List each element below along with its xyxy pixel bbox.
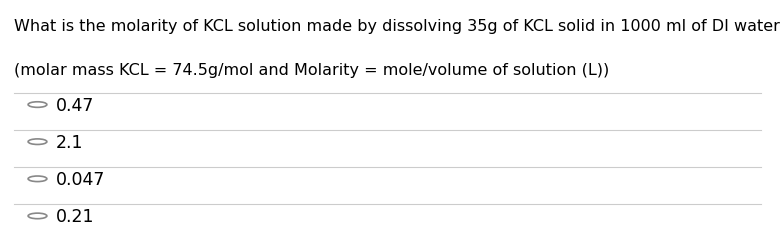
Text: 0.47: 0.47: [56, 96, 95, 114]
Text: (molar mass KCL = 74.5g/mol and Molarity = mole/volume of solution (L)): (molar mass KCL = 74.5g/mol and Molarity…: [14, 62, 609, 77]
Text: 0.21: 0.21: [56, 207, 95, 225]
Text: What is the molarity of KCL solution made by dissolving 35g of KCL solid in 1000: What is the molarity of KCL solution mad…: [14, 18, 781, 33]
Text: 2.1: 2.1: [56, 133, 84, 151]
Text: 0.047: 0.047: [56, 170, 105, 188]
